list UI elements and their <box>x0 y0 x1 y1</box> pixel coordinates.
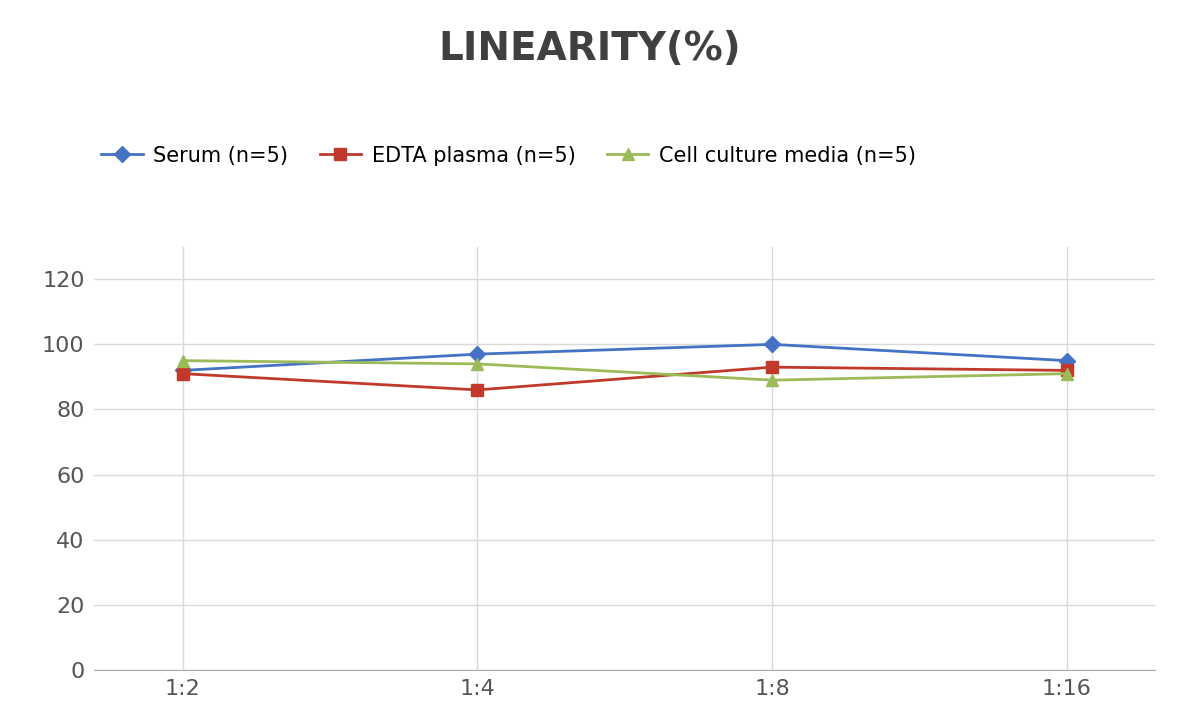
Line: Serum (n=5): Serum (n=5) <box>177 339 1073 376</box>
Line: EDTA plasma (n=5): EDTA plasma (n=5) <box>177 362 1073 396</box>
EDTA plasma (n=5) <box>1060 366 1074 374</box>
Cell culture media (n=5) <box>765 376 779 384</box>
Legend: Serum (n=5), EDTA plasma (n=5), Cell culture media (n=5): Serum (n=5), EDTA plasma (n=5), Cell cul… <box>93 137 924 174</box>
Text: LINEARITY(%): LINEARITY(%) <box>439 30 740 68</box>
Cell culture media (n=5) <box>470 360 485 368</box>
Serum (n=5) <box>1060 357 1074 365</box>
Cell culture media (n=5) <box>176 357 190 365</box>
Cell culture media (n=5) <box>1060 369 1074 378</box>
EDTA plasma (n=5) <box>765 363 779 372</box>
EDTA plasma (n=5) <box>470 386 485 394</box>
Serum (n=5) <box>176 366 190 374</box>
Line: Cell culture media (n=5): Cell culture media (n=5) <box>177 355 1073 386</box>
Serum (n=5) <box>470 350 485 358</box>
EDTA plasma (n=5) <box>176 369 190 378</box>
Serum (n=5) <box>765 340 779 348</box>
